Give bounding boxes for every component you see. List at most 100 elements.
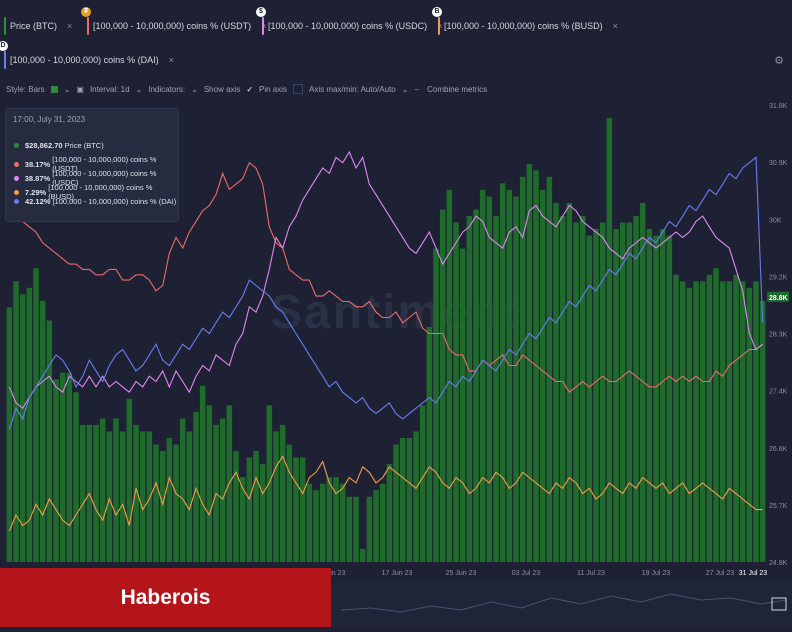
x-tick-label: 31 Jul 23 bbox=[739, 570, 768, 577]
price-bar bbox=[173, 444, 179, 562]
metric-chip-price-btc[interactable]: Price (BTC) × bbox=[4, 15, 72, 37]
tooltip-row: 42.12% [100,000 - 10,000,000) coins % (D… bbox=[14, 197, 176, 206]
price-bar bbox=[346, 496, 353, 562]
tooltip-row: $28,862.70 Price (BTC) bbox=[14, 141, 104, 150]
chevron-down-icon[interactable]: ⌄ bbox=[135, 84, 143, 94]
metric-chip-usdt[interactable]: ₮ [100,000 - 10,000,000) coins % (USDT) … bbox=[81, 7, 266, 37]
y-tick-label: 28.3K bbox=[769, 332, 788, 339]
price-bar bbox=[226, 405, 233, 562]
price-bar bbox=[559, 216, 566, 562]
tooltip-row: 38.17% [100,000 - 10,000,000) coins % (U… bbox=[14, 155, 178, 173]
price-bar bbox=[59, 372, 66, 562]
chevron-down-icon[interactable]: ⌄ bbox=[191, 84, 198, 94]
price-bar bbox=[713, 268, 719, 562]
pin-axis-label: Pin axis bbox=[259, 84, 288, 94]
price-bar bbox=[253, 451, 259, 562]
price-bar bbox=[193, 411, 199, 562]
style-selector[interactable]: Style: Bars bbox=[6, 84, 45, 94]
tooltip-dot bbox=[14, 143, 19, 148]
tooltip-value: 38.17% bbox=[24, 159, 51, 169]
price-bar bbox=[333, 477, 339, 562]
style-color-swatch[interactable] bbox=[50, 85, 58, 93]
price-bar bbox=[439, 209, 446, 562]
range-navigator[interactable] bbox=[331, 580, 792, 627]
metric-color-swatch bbox=[262, 17, 264, 35]
chevron-down-icon[interactable]: ⌄ bbox=[401, 84, 409, 94]
close-icon[interactable]: × bbox=[67, 21, 73, 31]
price-bar bbox=[373, 490, 379, 562]
price-bar bbox=[73, 392, 79, 562]
price-bar bbox=[159, 451, 166, 562]
price-bar bbox=[399, 438, 406, 562]
price-bar bbox=[659, 229, 666, 562]
price-bar bbox=[579, 216, 586, 562]
price-bar bbox=[133, 424, 139, 562]
y-tick-label: 31.8K bbox=[769, 103, 788, 110]
y-tick-label: 24.8K bbox=[769, 560, 788, 567]
price-bar bbox=[6, 307, 13, 562]
price-bar bbox=[526, 163, 533, 563]
metric-chip-usdc[interactable]: $ [100,000 - 10,000,000) coins % (USDC) … bbox=[256, 7, 442, 37]
price-bar bbox=[93, 424, 99, 562]
price-bar bbox=[506, 189, 513, 562]
combine-metrics-label: Combine metrics bbox=[427, 84, 488, 94]
price-bar bbox=[319, 483, 326, 562]
price-bar bbox=[733, 274, 739, 562]
metric-color-swatch bbox=[4, 17, 6, 35]
pin-axis-checkbox[interactable] bbox=[293, 84, 304, 94]
metric-label: [100,000 - 10,000,000) coins % (DAI) bbox=[10, 55, 159, 65]
price-bar bbox=[606, 118, 613, 562]
price-bar bbox=[386, 464, 393, 562]
price-bar bbox=[613, 229, 619, 562]
interval-selector[interactable]: Interval: 1d bbox=[89, 84, 130, 94]
y-tick-label: 30K bbox=[769, 217, 782, 224]
price-bar bbox=[739, 281, 746, 562]
price-bar bbox=[639, 202, 646, 562]
y-tick-label: 30.9K bbox=[769, 160, 788, 167]
price-bar bbox=[379, 483, 386, 562]
combine-metrics-button[interactable]: – Combine metrics bbox=[414, 84, 488, 94]
metric-chip-busd[interactable]: B [100,000 - 10,000,000) coins % (BUSD) … bbox=[432, 7, 618, 37]
price-bar bbox=[599, 222, 606, 562]
show-axis-checkbox[interactable]: ✓ bbox=[246, 84, 254, 94]
indicators-selector[interactable]: Indicators: bbox=[148, 84, 186, 94]
tooltip-row: 38.87% [100,000 - 10,000,000) coins % (U… bbox=[14, 169, 178, 187]
price-bar bbox=[293, 457, 299, 562]
price-bar bbox=[586, 235, 593, 562]
price-bar bbox=[219, 418, 226, 562]
price-bar bbox=[146, 431, 153, 562]
santiment-watermark: Santiment bbox=[270, 286, 521, 339]
price-bar bbox=[139, 431, 146, 562]
close-icon[interactable]: × bbox=[612, 21, 618, 31]
price-bar bbox=[26, 287, 33, 562]
tooltip-value: 7.29% bbox=[24, 187, 47, 197]
axis-minmax-selector[interactable]: Axis max/min: Auto/Auto bbox=[309, 84, 396, 94]
price-bar bbox=[279, 424, 286, 562]
price-bar bbox=[646, 229, 653, 562]
price-bar bbox=[413, 431, 419, 562]
tooltip-label: [100,000 - 10,000,000) coins % (DAI) bbox=[52, 197, 177, 206]
navigator-handle[interactable] bbox=[771, 597, 787, 611]
price-bar bbox=[633, 216, 639, 562]
price-bar bbox=[199, 385, 206, 562]
coin-busd-icon: B bbox=[432, 7, 442, 17]
price-bar bbox=[686, 287, 693, 562]
price-bar bbox=[259, 464, 266, 562]
settings-icon[interactable]: ⚙ bbox=[774, 55, 784, 67]
close-icon[interactable]: × bbox=[168, 55, 174, 65]
price-bar bbox=[466, 216, 473, 562]
price-bar bbox=[419, 405, 426, 562]
price-bar bbox=[746, 287, 753, 562]
price-bar bbox=[753, 281, 759, 562]
price-bar bbox=[473, 209, 479, 562]
coin-dai-icon: D bbox=[0, 41, 8, 51]
chevron-down-icon[interactable]: ⌄ bbox=[63, 84, 71, 94]
y-tick-label: 27.4K bbox=[769, 389, 788, 396]
price-bar bbox=[166, 438, 173, 562]
metric-chip-dai[interactable]: D [100,000 - 10,000,000) coins % (DAI) × bbox=[0, 41, 174, 71]
price-bar bbox=[553, 202, 559, 562]
chart-toolbar: Style: Bars ⌄ ▣ Interval: 1d ⌄ Indicator… bbox=[0, 80, 792, 98]
price-bar bbox=[593, 229, 599, 562]
price-bar bbox=[486, 196, 493, 562]
price-bar bbox=[46, 320, 53, 562]
